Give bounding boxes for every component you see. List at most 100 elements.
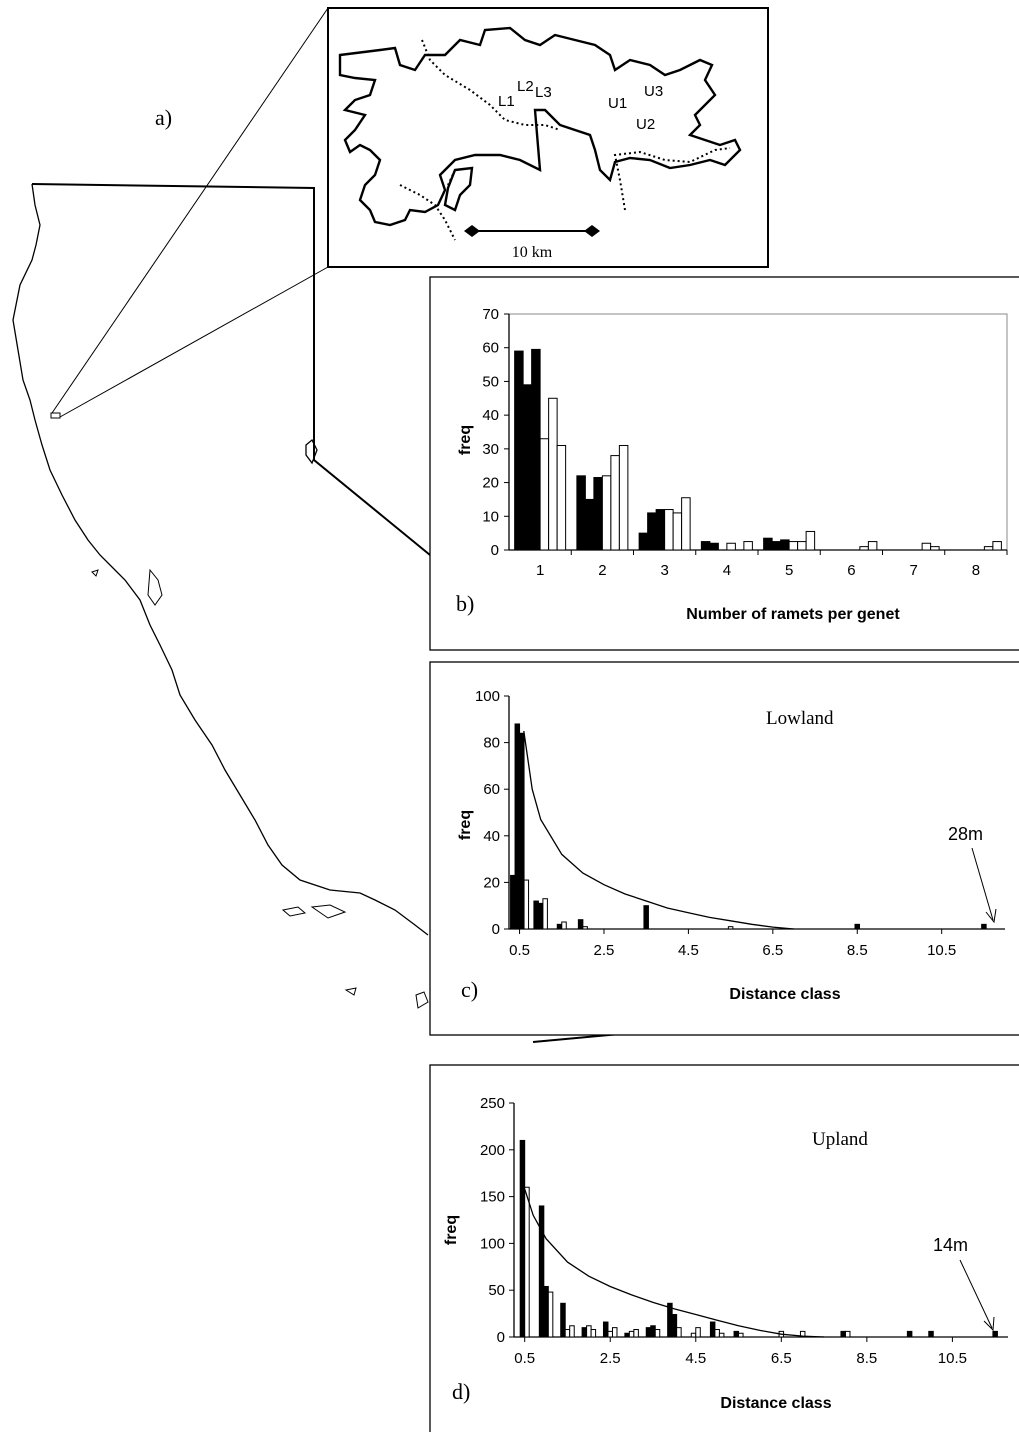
chart-d-frame [429,1064,1019,1432]
site-label-u2: U2 [636,116,655,133]
chart-b-bar [531,348,541,551]
chart-d-ytick-label: 200 [480,1142,505,1159]
chart-d-title: Upland [812,1129,868,1150]
chart-b-xtick-label: 7 [909,562,917,579]
chart-b-bar [805,530,816,551]
scale-bar-diamond-left [464,225,480,237]
chart-b-ylabel: freq [457,425,474,455]
chart-b-bar [771,541,782,551]
chart-b-bar [672,512,683,551]
inset-frame [327,7,769,268]
chart-b-panel: 0 10 20 30 40 50 60 70 1 2 3 4 5 6 7 8 freq Number of r… [429,276,1019,651]
chart-b-bar [709,542,719,551]
site-label-l3: L3 [535,84,552,101]
chart-c-bar [533,900,539,930]
chart-d-ytick-label: 250 [480,1095,505,1112]
chart-c-ytick-label: 60 [483,781,500,798]
zoom-line-top [51,7,329,414]
chart-b-bar [548,397,558,551]
chart-b-bar [647,512,657,551]
chart-c-fit-curve [523,730,794,930]
lake-tahoe [305,438,318,465]
chart-b-xtick-label: 8 [972,562,980,579]
chart-b-bar [601,475,612,551]
site-label-l1: L1 [498,93,515,110]
scale-bar: 10 km [464,225,600,261]
chart-c-bar [556,923,563,930]
road-lower [399,169,456,241]
chart-d-bar [676,1327,682,1338]
chart-c-xtick-label: 8.5 [847,942,868,959]
chart-d-bar [645,1327,652,1338]
chart-b-xlabel: Number of ramets per genet [686,606,900,623]
chart-d-bar [628,1330,635,1338]
channel-island-4 [415,991,429,1009]
chart-d-xtick-label: 10.5 [938,1350,967,1367]
chart-b-bar [556,444,567,551]
chart-d-annotation-arrow [959,1259,993,1329]
chart-d-bar [547,1291,554,1338]
chart-d-bar [519,1139,526,1338]
chart-c-ytick-label: 100 [475,688,500,705]
chart-c-ytick-label: 0 [492,921,500,938]
chart-b-bar [584,498,595,551]
chart-c-ytick-label: 20 [483,874,500,891]
chart-c-bar [519,732,525,930]
bay-inlet [147,568,163,606]
chart-d-bar [607,1330,613,1338]
chart-c-ytick-label: 40 [483,828,500,845]
chart-d-panel: 0 50 100 150 200 250 0.5 2.5 4.5 6.5 8.5 10.5 Uplan… [429,1064,1019,1432]
chart-c-xtick-label: 6.5 [762,942,783,959]
chart-c-bar [981,923,987,930]
site-label-l2: L2 [517,78,534,95]
chart-c-bar [542,898,548,930]
chart-d-bar [586,1325,592,1338]
chart-d-bar [650,1325,656,1338]
chart-d-ytick-label: 50 [488,1282,505,1299]
chart-c-xtick-label: 2.5 [594,942,615,959]
chart-b-bar [655,509,666,551]
chart-c-marks: 0 20 40 60 80 100 0.5 2.5 4.5 6.5 8.5 10.5 [475,688,1005,959]
chart-d-xtick-label: 6.5 [771,1350,792,1367]
chart-c-xlabel: Distance class [729,986,840,1003]
chart-c-xtick-label: 4.5 [678,942,699,959]
panel-a-letter: a) [155,105,172,130]
chart-b-ytick-label: 50 [482,373,499,390]
road-right [613,147,731,211]
chart-c-bar [561,921,567,930]
chart-d-bar [590,1329,597,1338]
panel-b-letter: b) [456,591,474,616]
channel-island-5 [91,569,99,577]
chart-b-bar [867,541,878,551]
chart-d-bar [738,1332,744,1338]
chart-b-xtick-label: 6 [847,562,855,579]
scale-bar-diamond-right [584,225,600,237]
channel-island-3 [344,987,357,996]
chart-d-bar [799,1330,806,1338]
chart-c-bar [727,926,734,930]
chart-d-xtick-label: 0.5 [514,1350,535,1367]
chart-d-bar [602,1321,609,1338]
chart-c-bar [510,874,516,930]
chart-d-bar [611,1327,618,1338]
chart-b-xtick-label: 3 [660,562,668,579]
chart-b-bar [788,541,799,551]
chart-d-bar [714,1329,720,1338]
chart-d-bar [538,1205,545,1338]
chart-d-bar [928,1330,934,1338]
chart-b-bar [514,350,524,551]
chart-d-marks: 0 50 100 150 200 250 0.5 2.5 4.5 6.5 8.5 10.5 [480,1095,1008,1367]
chart-c-bar [537,902,544,930]
site-boundary-notch [443,166,474,212]
chart-b-bar [522,384,533,551]
chart-d-bar [569,1325,575,1338]
chart-d-xtick-label: 2.5 [600,1350,621,1367]
state-border [31,183,431,556]
chart-d-bar [654,1329,661,1338]
chart-b-bar [610,455,620,551]
chart-b-bar [743,541,753,551]
chart-b-xtick-label: 4 [723,562,731,579]
chart-b-bar [576,475,586,551]
chart-c-bar [582,926,588,930]
